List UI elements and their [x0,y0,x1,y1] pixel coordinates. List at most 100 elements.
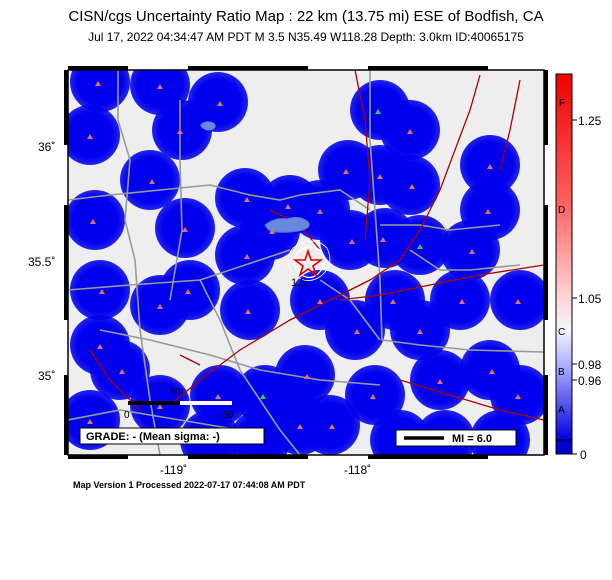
station-marker [354,329,360,334]
station-marker [485,209,491,214]
lat-label-35: 35˚ [38,369,55,383]
station-marker [417,244,423,249]
station-marker [87,134,93,139]
coverage-circle [215,225,275,285]
scale-zero: 0 [124,410,130,421]
lat-label-35-5: 35.5˚ [28,255,55,269]
grade-box [79,427,265,445]
station-marker [269,229,275,234]
coverage-circle [120,150,180,210]
station-marker [157,304,163,309]
station-marker [182,227,188,232]
grade-d: D [558,205,565,216]
fault-lines [89,70,544,421]
coverage-circle [68,105,120,165]
station-marker [244,197,250,202]
coverage-circle [190,365,250,425]
cb-value-0-96: 0.96 [578,374,602,388]
station-marker [285,204,291,209]
coverage-circle [152,100,212,160]
station-marker [469,249,475,254]
station-marker [97,344,103,349]
grade-a: A [558,405,565,416]
station-marker [377,174,383,179]
station-marker [343,169,349,174]
scale-bar: km 0 50 [124,386,234,421]
colorbar: F D C B A 1.25 1.05 0.98 0.96 0 [555,73,602,462]
station-marker [370,394,376,399]
station-marker [407,129,413,134]
grade-c: C [558,327,565,338]
station-marker [244,254,250,259]
station-marker [90,219,96,224]
coverage-circle [490,270,544,330]
station-marker [297,424,303,429]
coverage-circle [90,340,150,400]
station-marker [317,209,323,214]
map-area: 1.5 km 0 50 GRADE: - (Mean sigma: -) MI … [68,70,544,455]
station-marker [215,394,221,399]
lon-label-119: -119˚ [160,463,187,477]
station-marker [87,419,93,424]
coverage-circle [345,365,405,425]
station-marker [375,109,381,114]
station-marker [95,81,101,86]
coverage-circle [490,365,544,425]
cb-value-0-98: 0.98 [578,358,602,372]
grade-b: B [558,367,565,378]
cb-value-0: 0 [580,448,587,462]
station-marker [437,379,443,384]
lon-label-118: -118˚ [344,463,371,477]
coverage-circle [460,180,520,240]
coverage-circle [380,155,440,215]
contour-line-outer [287,240,331,281]
event-info: Jul 17, 2022 04:34:47 AM PDT M 3.5 N35.4… [88,30,524,44]
scale-unit: km [170,386,183,397]
coverage-circle [68,190,125,250]
station-marker [304,374,310,379]
station-marker [245,309,251,314]
coverage-circle [70,260,130,320]
station-marker [487,164,493,169]
coverage-circle [70,70,130,112]
station-marker [489,369,495,374]
station-marker [217,101,223,106]
coverage-circle [300,395,360,455]
cb-value-1-05: 1.05 [578,292,602,306]
mi-legend-box [395,429,517,447]
lat-label-36: 36˚ [38,140,55,154]
coverage-circle [220,280,280,340]
station-marker [515,299,521,304]
station-marker [317,299,323,304]
lake-isabella [264,216,310,233]
coverage-circle [430,270,490,330]
station-marker [459,299,465,304]
mi-legend: MI = 6.0 [452,433,492,445]
scale-max: 50 [222,410,234,421]
seismic-stations [87,81,521,444]
station-marker [149,179,155,184]
station-marker [185,289,191,294]
epicenter-star [292,248,324,278]
station-marker [119,369,125,374]
station-marker [409,184,415,189]
station-marker [380,237,386,242]
station-marker [157,404,163,409]
road-lines [68,70,544,455]
cb-value-1-25: 1.25 [578,114,602,128]
station-marker [349,239,355,244]
lake-small [200,121,216,131]
station-marker [390,299,396,304]
station-marker [515,394,521,399]
station-marker [417,329,423,334]
grade-text: GRADE: - (Mean sigma: -) [86,431,220,443]
map-version-footer: Map Version 1 Processed 2022-07-17 07:44… [73,480,306,490]
station-marker [329,424,335,429]
contour-line [293,246,325,279]
station-marker [260,394,266,399]
station-marker [157,84,163,89]
grade-f: F [559,98,565,109]
frame-border [64,66,548,459]
contour-label: 1.5 [291,277,306,289]
